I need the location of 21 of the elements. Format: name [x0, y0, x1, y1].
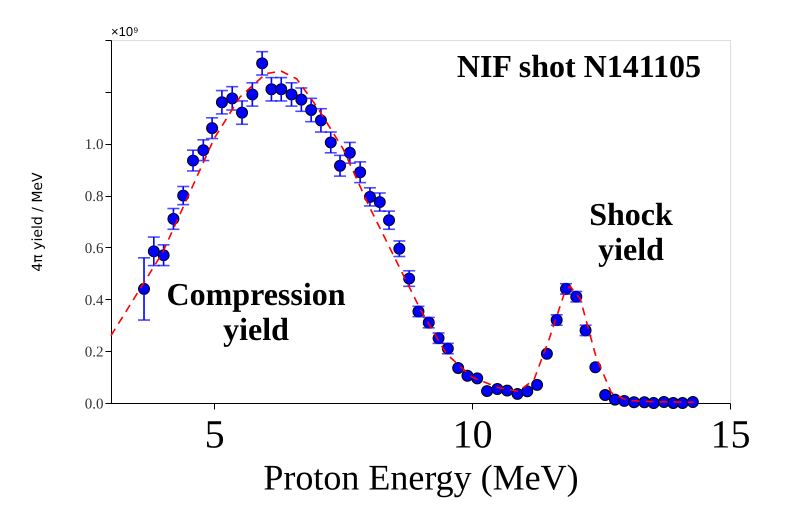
y-tick-label: 1.0	[84, 137, 104, 154]
point	[599, 388, 612, 401]
point	[481, 385, 494, 398]
annotation: Compression yield	[166, 276, 346, 348]
point	[540, 348, 553, 360]
text: ×10⁹	[111, 24, 139, 39]
y-axis-title: 4π yield / MeV	[30, 172, 46, 272]
y-tick-label: 0.8	[84, 189, 104, 206]
y-tick-label: 0.4	[84, 292, 104, 309]
x-tick-label: 5	[204, 412, 225, 456]
point	[531, 378, 544, 391]
x-tick-label: 15	[710, 412, 750, 456]
point	[521, 385, 534, 398]
annotation: Shock yield	[589, 196, 673, 268]
x-axis-title: Proton Energy (MeV)	[263, 458, 579, 498]
y-tick-label: 0.2	[84, 344, 104, 361]
y-tick-label: 0.0	[84, 396, 104, 412]
x-tick-label: 10	[452, 412, 493, 456]
point	[452, 362, 464, 374]
y-tick-label: 0.6	[84, 240, 104, 257]
annotation: NIF shot N141105	[456, 48, 701, 84]
